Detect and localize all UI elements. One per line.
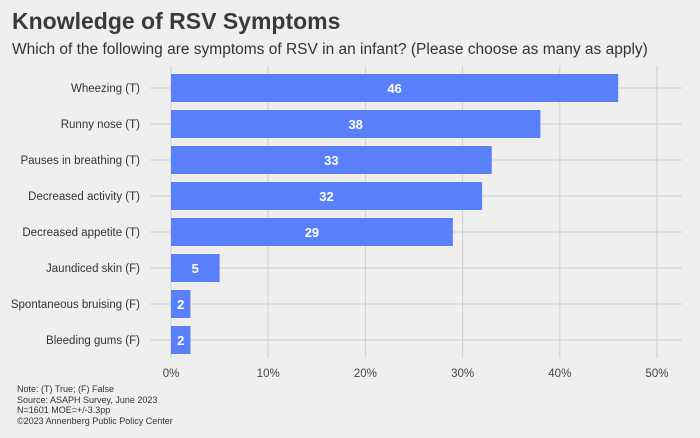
x-tick-label: 30% bbox=[451, 368, 474, 380]
x-tick-label: 0% bbox=[163, 368, 180, 380]
y-category-label: Bleeding gums (F) bbox=[46, 335, 140, 347]
bar bbox=[171, 290, 191, 318]
data-label: 46 bbox=[387, 81, 401, 96]
y-category-label: Decreased activity (T) bbox=[28, 191, 140, 203]
y-category-label: Pauses in breathing (T) bbox=[20, 155, 140, 167]
data-label: 32 bbox=[319, 189, 333, 204]
bar bbox=[171, 110, 541, 138]
data-label: 38 bbox=[348, 117, 362, 132]
y-category-label: Wheezing (T) bbox=[71, 83, 140, 95]
bar bbox=[171, 326, 191, 354]
chart-title: Knowledge of RSV Symptoms bbox=[12, 8, 341, 34]
data-label: 33 bbox=[324, 153, 338, 168]
data-label: 5 bbox=[192, 261, 199, 276]
bar bbox=[171, 146, 492, 174]
data-label: 29 bbox=[305, 225, 319, 240]
y-category-label: Spontaneous bruising (F) bbox=[11, 299, 140, 311]
source-line: Source: ASAPH Survey, June 2023 bbox=[17, 394, 158, 405]
bar bbox=[171, 218, 453, 246]
chart-subtitle: Which of the following are symptoms of R… bbox=[12, 41, 648, 58]
sample-line: N=1601 MOE=+/-3.3pp bbox=[17, 405, 111, 415]
bar bbox=[171, 74, 619, 102]
data-label: 2 bbox=[177, 333, 184, 348]
x-tick-label: 10% bbox=[257, 368, 280, 380]
y-category-label: Runny nose (T) bbox=[61, 119, 140, 131]
data-label: 2 bbox=[177, 297, 184, 312]
x-tick-label: 20% bbox=[354, 368, 377, 380]
bar bbox=[171, 182, 483, 210]
x-tick-label: 50% bbox=[645, 368, 668, 380]
chart-notes: Note: (T) True; (F) False Source: ASAPH … bbox=[17, 384, 173, 426]
x-tick-label: 40% bbox=[548, 368, 571, 380]
copyright-line: ©2023 Annenberg Public Policy Center bbox=[17, 415, 173, 426]
y-category-label: Jaundiced skin (F) bbox=[46, 263, 140, 275]
note-line: Note: (T) True; (F) False bbox=[17, 384, 115, 394]
y-category-label: Decreased appetite (T) bbox=[22, 227, 140, 239]
bar bbox=[171, 254, 220, 282]
